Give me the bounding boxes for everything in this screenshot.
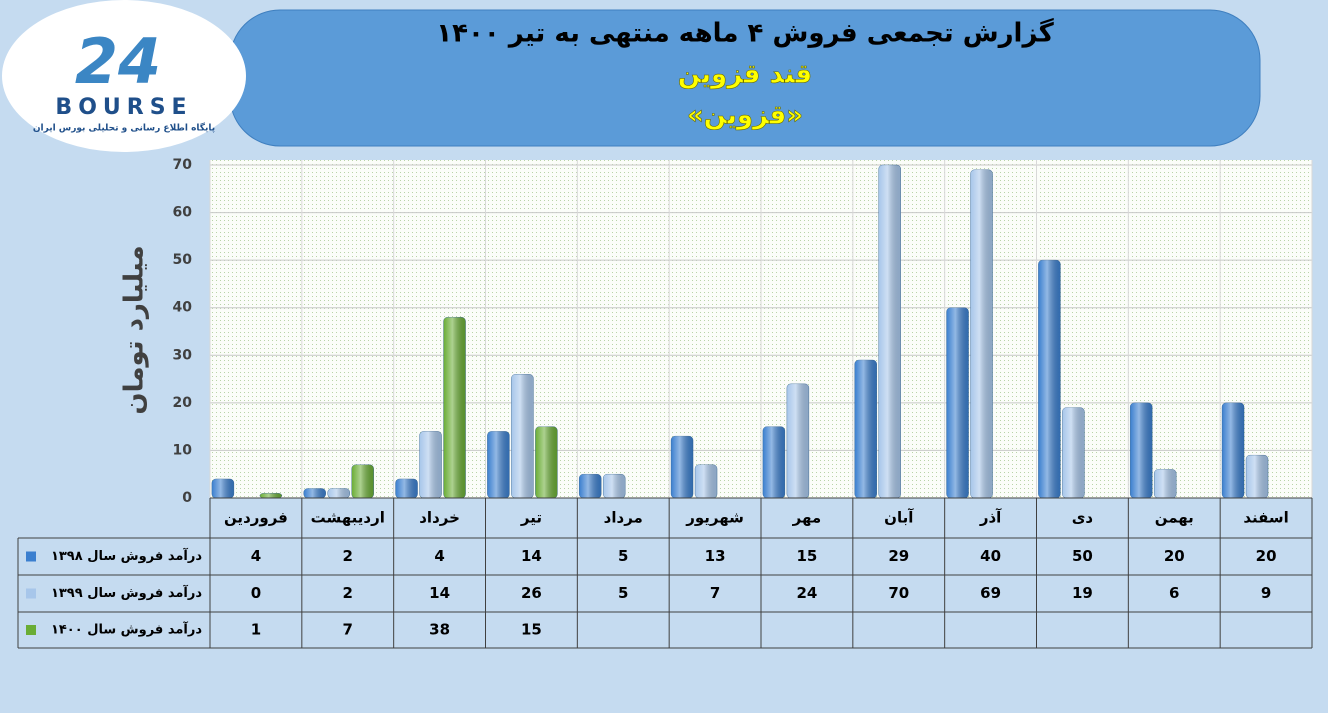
bar-shine bbox=[1222, 402, 1245, 498]
chart-title: گزارش تجمعی فروش ۴ ماهه منتهی به تیر ۱۴۰… bbox=[436, 18, 1054, 49]
logo-number: 24 bbox=[75, 25, 161, 98]
table-value: 69 bbox=[980, 584, 1001, 602]
bar-shine bbox=[579, 474, 602, 498]
table-value: 50 bbox=[1072, 547, 1093, 565]
bar-shine bbox=[603, 474, 626, 498]
bar-shine bbox=[786, 383, 809, 498]
table-value: 4 bbox=[251, 547, 261, 565]
x-tick-label: خرداد bbox=[419, 509, 460, 527]
y-axis-label: میلیارد تومان bbox=[120, 245, 150, 414]
table-value: 13 bbox=[705, 547, 726, 565]
legend-label: درآمد فروش سال ۱۳۹۹ bbox=[51, 584, 202, 601]
table-value: 7 bbox=[710, 584, 720, 602]
table-value: 5 bbox=[618, 584, 628, 602]
table-value: 40 bbox=[980, 547, 1001, 565]
x-tick-label: بهمن bbox=[1155, 509, 1194, 527]
table-value: 19 bbox=[1072, 584, 1093, 602]
bar-shine bbox=[946, 307, 969, 498]
table-value: 24 bbox=[796, 584, 817, 602]
y-tick-label: 30 bbox=[173, 347, 193, 363]
bar-shine bbox=[511, 374, 534, 498]
table-value: 6 bbox=[1169, 584, 1179, 602]
table-value: 2 bbox=[343, 547, 353, 565]
legend-label: درآمد فروش سال ۱۴۰۰ bbox=[51, 621, 202, 638]
bar-shine bbox=[1038, 260, 1061, 498]
x-tick-label: اردیبهشت bbox=[311, 509, 385, 527]
bar-shine bbox=[854, 360, 877, 498]
bar-shine bbox=[443, 317, 466, 498]
bar-shine bbox=[395, 478, 418, 498]
logo-name: BOURSE bbox=[55, 95, 192, 120]
bar-shine bbox=[695, 464, 718, 498]
bar-shine bbox=[535, 426, 558, 498]
bar-shine bbox=[762, 426, 785, 498]
bar-shine bbox=[1130, 402, 1153, 498]
table-value: 20 bbox=[1164, 547, 1185, 565]
bar-shine bbox=[1154, 469, 1177, 498]
x-tick-label: دی bbox=[1072, 509, 1094, 527]
table-value: 38 bbox=[429, 621, 450, 639]
bar-shine bbox=[487, 431, 510, 498]
bar-shine bbox=[671, 436, 694, 498]
table-value: 5 bbox=[618, 547, 628, 565]
legend-swatch bbox=[26, 551, 36, 562]
x-tick-label: آذر bbox=[979, 509, 1002, 527]
table-value: 15 bbox=[521, 621, 542, 639]
table-value: 1 bbox=[251, 621, 261, 639]
table-value: 9 bbox=[1261, 584, 1271, 602]
x-tick-label: مهر bbox=[792, 509, 822, 527]
table-value: 2 bbox=[343, 584, 353, 602]
x-tick-label: شهریور bbox=[685, 509, 744, 527]
x-tick-label: اسفند bbox=[1243, 509, 1288, 527]
legend-swatch bbox=[26, 625, 36, 635]
y-tick-label: 20 bbox=[173, 395, 193, 411]
x-tick-label: تیر bbox=[520, 509, 542, 527]
table-value: 0 bbox=[251, 584, 261, 602]
table-value: 7 bbox=[343, 621, 353, 639]
x-tick-label: مرداد bbox=[604, 509, 643, 527]
x-tick-label: فروردین bbox=[224, 509, 288, 527]
y-tick-label: 70 bbox=[173, 157, 193, 173]
table-value: 14 bbox=[521, 547, 542, 565]
bar-shine bbox=[211, 478, 234, 498]
bar-shine bbox=[1246, 455, 1269, 498]
logo-background bbox=[2, 0, 246, 152]
legend-swatch bbox=[26, 588, 36, 599]
bar-shine bbox=[327, 488, 350, 498]
bar-shine bbox=[351, 464, 374, 498]
table-value: 14 bbox=[429, 584, 450, 602]
legend-label: درآمد فروش سال ۱۳۹۸ bbox=[51, 547, 202, 564]
y-tick-label: 40 bbox=[173, 300, 193, 316]
table-value: 70 bbox=[888, 584, 909, 602]
bar-shine bbox=[970, 169, 993, 498]
bar-shine bbox=[878, 165, 901, 498]
bar-shine bbox=[1062, 407, 1085, 498]
table-value: 20 bbox=[1256, 547, 1277, 565]
x-tick-label: آبان bbox=[884, 509, 914, 527]
table-value: 4 bbox=[434, 547, 444, 565]
bar-shine bbox=[259, 493, 282, 498]
bar-shine bbox=[303, 488, 326, 498]
table-value: 29 bbox=[888, 547, 909, 565]
y-tick-label: 60 bbox=[173, 205, 193, 221]
chart-subtitle: قند قزوین bbox=[678, 60, 812, 90]
logo-tagline: پایگاه اطلاع رسانی و تحلیلی بورس ایران bbox=[33, 122, 215, 134]
table-value: 15 bbox=[796, 547, 817, 565]
y-tick-label: 50 bbox=[173, 252, 193, 268]
table-value: 26 bbox=[521, 584, 542, 602]
bar-shine bbox=[419, 431, 442, 498]
y-tick-label: 10 bbox=[173, 442, 193, 458]
y-tick-label: 0 bbox=[182, 490, 192, 506]
chart-subtitle: «قزوین» bbox=[687, 101, 803, 131]
